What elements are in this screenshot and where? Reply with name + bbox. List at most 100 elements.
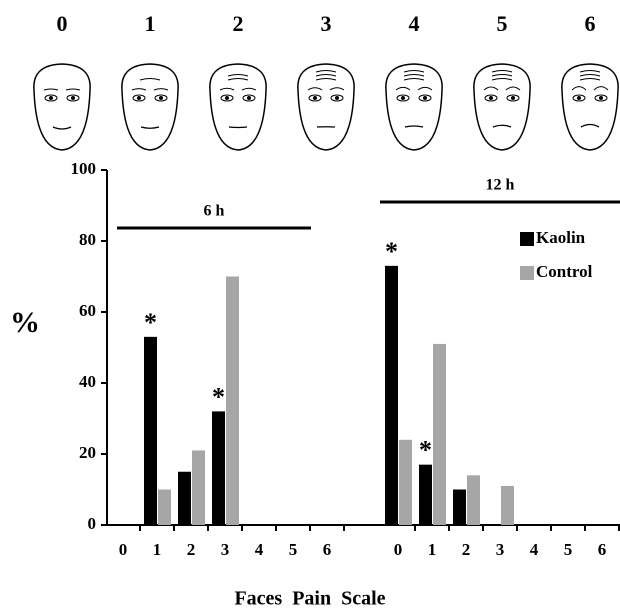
face-mouth (228, 126, 248, 129)
y-tick-label: 80 (79, 230, 96, 249)
face-pupil (599, 96, 603, 100)
face-outline (297, 63, 355, 151)
face-wrinkle (315, 78, 337, 81)
face-brow (593, 86, 609, 91)
face-wrinkle (579, 78, 601, 81)
face-eye (44, 94, 58, 102)
face-outline (473, 63, 531, 151)
face-wrinkle (403, 78, 425, 81)
face-outline (209, 63, 267, 151)
face-mouth (404, 125, 424, 128)
legend-swatch (520, 232, 534, 246)
face-wrinkle (315, 70, 337, 73)
face-eye (66, 94, 80, 102)
bar (501, 485, 514, 525)
face-brow (395, 86, 411, 91)
bar (226, 276, 239, 525)
x-tick-label: 2 (462, 540, 471, 559)
face-eye (220, 94, 234, 102)
face-pupil (335, 96, 339, 100)
x-tick-label: 3 (496, 540, 505, 559)
bar (158, 489, 171, 525)
face-brow (505, 86, 521, 91)
face-mouth (52, 126, 72, 130)
face-mouth (580, 123, 600, 128)
face-brow (307, 87, 323, 91)
face-wrinkle (139, 78, 161, 81)
face-eye (506, 94, 520, 102)
face-eye (418, 94, 432, 102)
face-eye (132, 94, 146, 102)
face-outline (385, 63, 443, 151)
face-brow (241, 87, 257, 91)
face-eye (308, 94, 322, 102)
significance-marker: * (385, 237, 398, 266)
x-tick-label: 4 (255, 540, 264, 559)
y-tick-label: 40 (79, 372, 96, 391)
x-tick-label: 5 (289, 540, 298, 559)
face-mouth (140, 126, 160, 129)
group-label: 12 h (486, 177, 515, 194)
face-wrinkle (227, 78, 249, 81)
face-wrinkle (491, 74, 513, 77)
x-tick-label: 6 (598, 540, 607, 559)
x-tick-label: 4 (530, 540, 539, 559)
face-outline (33, 63, 91, 151)
face-pupil (401, 96, 405, 100)
face-eye (330, 94, 344, 102)
bar (144, 336, 157, 525)
x-tick-label: 1 (428, 540, 437, 559)
face-mouth (492, 124, 512, 128)
face-label: 0 (57, 11, 68, 36)
bar (212, 411, 225, 525)
bar (178, 471, 191, 525)
face-wrinkle (403, 70, 425, 73)
x-tick-label: 5 (564, 540, 573, 559)
face-brow (483, 86, 499, 91)
face-pupil (313, 96, 317, 100)
x-tick-label: 0 (394, 540, 403, 559)
face-brow (417, 86, 433, 91)
face-pupil (489, 96, 493, 100)
face-pupil (577, 96, 581, 100)
face-label: 4 (409, 11, 420, 36)
bar (419, 464, 432, 525)
x-tick-label: 0 (119, 540, 128, 559)
face-pupil (511, 96, 515, 100)
y-axis-label: % (10, 306, 40, 339)
face-eye (396, 94, 410, 102)
face-label: 1 (145, 11, 156, 36)
face-outline (121, 63, 179, 151)
face-outline (561, 63, 619, 151)
y-tick-label: 60 (79, 301, 96, 320)
bar (385, 265, 398, 525)
x-axis-label: Faces Pain Scale (234, 588, 385, 610)
bar (453, 489, 466, 525)
face-eye (242, 94, 256, 102)
legend-label: Control (536, 262, 593, 281)
face-pupil (137, 96, 141, 100)
face-brow (329, 87, 345, 91)
face-brow (65, 88, 81, 91)
face-eye (154, 94, 168, 102)
x-tick-label: 1 (153, 540, 162, 559)
face-wrinkle (579, 74, 601, 77)
face-brow (219, 87, 235, 91)
face-wrinkle (491, 78, 513, 81)
face-wrinkle (227, 74, 249, 77)
face-brow (43, 88, 59, 91)
face-brow (571, 86, 587, 91)
face-wrinkle (315, 74, 337, 77)
face-pupil (49, 96, 53, 100)
face-pupil (71, 96, 75, 100)
face-pupil (247, 96, 251, 100)
y-tick-label: 0 (88, 514, 97, 533)
face-wrinkle (403, 74, 425, 77)
y-tick-label: 20 (79, 443, 96, 462)
face-wrinkle (491, 70, 513, 73)
face-eye (572, 94, 586, 102)
significance-marker: * (144, 308, 157, 337)
face-label: 5 (497, 11, 508, 36)
bar (433, 343, 446, 525)
